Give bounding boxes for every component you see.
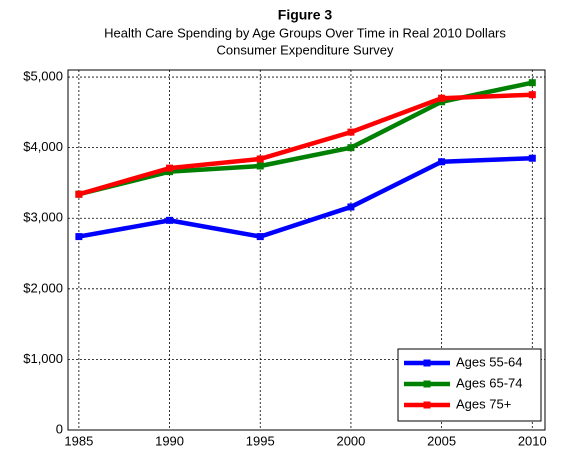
data-point — [166, 216, 174, 224]
x-tick-label: 2005 — [427, 433, 456, 448]
x-tick-label: 1985 — [64, 433, 93, 448]
data-point — [75, 233, 83, 241]
legend-label: Ages 75+ — [456, 396, 511, 411]
y-tick-label: 0 — [56, 421, 63, 436]
x-tick-label: 1995 — [246, 433, 275, 448]
chart-subtitle: Consumer Expenditure Survey — [216, 42, 394, 57]
legend-marker — [423, 380, 431, 388]
data-point — [347, 144, 355, 152]
x-tick-label: 2010 — [518, 433, 547, 448]
data-point — [256, 233, 264, 241]
data-point — [166, 168, 174, 176]
chart-subtitle: Health Care Spending by Age Groups Over … — [104, 25, 506, 40]
data-point — [256, 155, 264, 163]
y-tick-label: $1,000 — [23, 351, 63, 366]
legend-label: Ages 55-64 — [456, 354, 523, 369]
data-point — [75, 190, 83, 198]
data-point — [347, 128, 355, 136]
data-point — [528, 154, 536, 162]
legend-label: Ages 65-74 — [456, 375, 523, 390]
data-point — [438, 94, 446, 102]
data-point — [528, 91, 536, 99]
chart-title: Figure 3 — [278, 7, 333, 23]
data-point — [256, 162, 264, 170]
data-point — [347, 203, 355, 211]
legend-marker — [423, 401, 431, 409]
y-tick-label: $5,000 — [23, 68, 63, 83]
series-line — [78, 92, 533, 197]
data-point — [166, 164, 174, 172]
legend-marker — [423, 359, 431, 367]
data-point — [528, 79, 536, 87]
data-point — [438, 158, 446, 166]
data-point — [438, 98, 446, 106]
x-tick-label: 1990 — [155, 433, 184, 448]
x-tick-label: 2000 — [336, 433, 365, 448]
y-tick-label: $3,000 — [23, 210, 63, 225]
y-tick-label: $4,000 — [23, 139, 63, 154]
plot-frame — [67, 69, 546, 431]
series-line — [78, 155, 533, 239]
y-tick-label: $2,000 — [23, 280, 63, 295]
